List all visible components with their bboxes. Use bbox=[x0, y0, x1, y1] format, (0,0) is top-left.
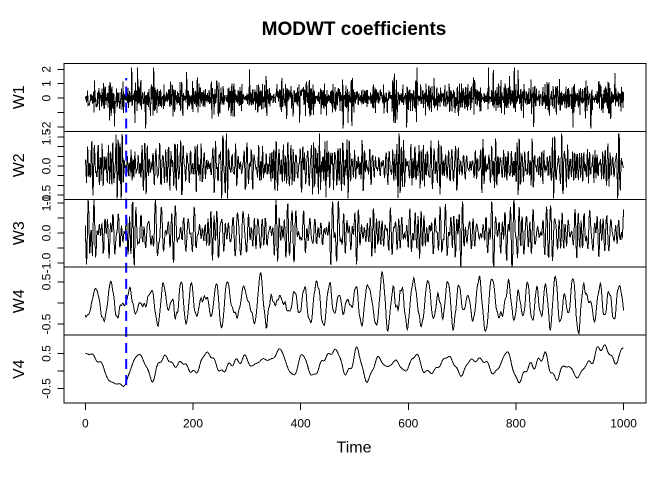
svg-text:1: 1 bbox=[40, 80, 54, 87]
svg-text:-1.0: -1.0 bbox=[40, 252, 54, 273]
svg-text:0.5: 0.5 bbox=[40, 273, 54, 290]
svg-text:W1: W1 bbox=[11, 85, 28, 109]
svg-text:-0.5: -0.5 bbox=[40, 313, 54, 334]
svg-text:0.0: 0.0 bbox=[40, 157, 54, 174]
svg-text:0.0: 0.0 bbox=[40, 224, 54, 241]
svg-text:0: 0 bbox=[40, 94, 54, 101]
svg-text:2: 2 bbox=[40, 66, 54, 73]
svg-text:-1.5: -1.5 bbox=[40, 184, 54, 205]
svg-text:W4: W4 bbox=[11, 289, 28, 313]
svg-text:-2: -2 bbox=[40, 121, 54, 132]
svg-text:600: 600 bbox=[398, 417, 418, 431]
svg-text:400: 400 bbox=[291, 417, 311, 431]
svg-text:1.0: 1.0 bbox=[40, 194, 54, 211]
svg-text:800: 800 bbox=[506, 417, 526, 431]
svg-text:200: 200 bbox=[183, 417, 203, 431]
svg-text:0.5: 0.5 bbox=[40, 345, 54, 362]
svg-text:W2: W2 bbox=[11, 153, 28, 177]
svg-text:1000: 1000 bbox=[610, 417, 637, 431]
svg-text:1.5: 1.5 bbox=[40, 128, 54, 145]
svg-text:Time: Time bbox=[337, 439, 372, 456]
svg-text:-0.5: -0.5 bbox=[40, 378, 54, 399]
svg-text:W3: W3 bbox=[11, 221, 28, 245]
svg-text:MODWT coefficients: MODWT coefficients bbox=[262, 19, 447, 40]
svg-text:V4: V4 bbox=[11, 359, 28, 379]
svg-text:0: 0 bbox=[82, 417, 89, 431]
